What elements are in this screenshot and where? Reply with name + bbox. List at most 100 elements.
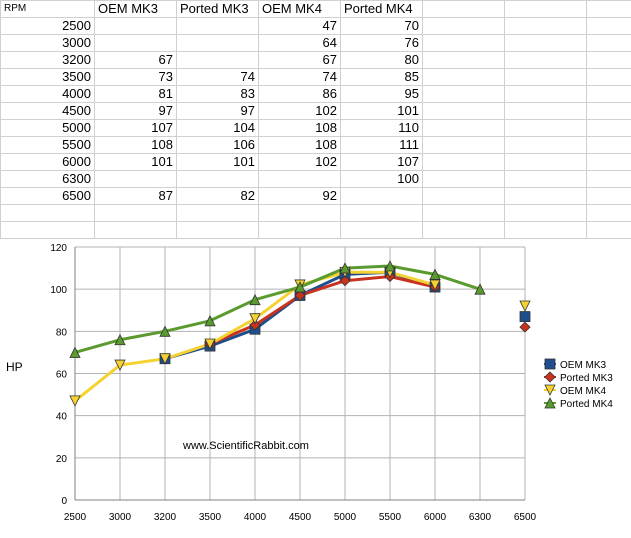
table-cell: 92 xyxy=(258,187,341,205)
empty-cell xyxy=(586,68,631,86)
table-cell: 73 xyxy=(94,68,177,86)
data-point xyxy=(114,359,126,371)
x-tick-label: 4000 xyxy=(244,512,267,523)
empty-cell xyxy=(504,187,587,205)
table-cell: 95 xyxy=(340,85,423,103)
empty-cell xyxy=(586,0,631,18)
table-cell: 67 xyxy=(94,51,177,69)
empty-cell xyxy=(504,68,587,86)
table-cell: 87 xyxy=(94,187,177,205)
table-row: 3200 67 67 80 xyxy=(0,51,631,69)
legend-marker xyxy=(544,384,556,396)
series-line xyxy=(74,264,481,354)
y-tick-label: 100 xyxy=(50,285,67,296)
data-point xyxy=(204,338,216,350)
table-cell: 97 xyxy=(94,102,177,120)
empty-cell xyxy=(504,85,587,103)
table-cell: 110 xyxy=(340,119,423,137)
header-cell: OEM MK3 xyxy=(94,0,177,18)
empty-cell xyxy=(422,136,505,154)
horsepower-chart: 0 20 40 60 80 100 120 2500 3000 3200 3500 4000 4500 5… xyxy=(6,243,613,523)
table-cell: 81 xyxy=(94,85,177,103)
data-point xyxy=(69,346,81,358)
table-cell xyxy=(176,51,259,69)
table-cell xyxy=(340,187,423,205)
empty-cell xyxy=(504,136,587,154)
empty-cell xyxy=(422,17,505,35)
y-tick-label: 60 xyxy=(56,370,68,381)
table-cell xyxy=(176,17,259,35)
axes: 0 20 40 60 80 100 120 2500 3000 3200 3500 4000 4500 5… xyxy=(50,243,536,523)
empty-cell xyxy=(586,187,631,205)
table-cell xyxy=(176,170,259,188)
table-cell xyxy=(258,170,341,188)
header-cell: OEM MK4 xyxy=(258,0,341,18)
empty-cell xyxy=(258,204,341,222)
data-point xyxy=(294,281,306,293)
empty-cell xyxy=(504,170,587,188)
table-row: 5000 107 104 108 110 xyxy=(0,119,631,137)
data-point xyxy=(339,262,351,274)
x-tick-label: 3500 xyxy=(199,512,222,523)
table-cell: 106 xyxy=(176,136,259,154)
table-cell: 108 xyxy=(258,136,341,154)
empty-cell xyxy=(586,153,631,171)
data-point xyxy=(384,260,396,272)
empty-cell xyxy=(504,119,587,137)
table-row: 6300 100 xyxy=(0,170,631,188)
table-cell: 5500 xyxy=(0,136,95,154)
empty-cell xyxy=(422,68,505,86)
legend-label: OEM MK4 xyxy=(560,386,607,397)
y-tick-label: 80 xyxy=(56,327,68,338)
data-point xyxy=(159,325,171,337)
empty-cell xyxy=(422,51,505,69)
chart-annotation: www.ScientificRabbit.com xyxy=(182,440,309,452)
data-point xyxy=(249,319,261,331)
data-point xyxy=(519,321,531,333)
table-row: 6000 101 101 102 107 xyxy=(0,153,631,171)
empty-cell xyxy=(504,51,587,69)
table-cell: 6000 xyxy=(0,153,95,171)
empty-cell xyxy=(340,204,423,222)
empty-cell xyxy=(586,51,631,69)
empty-cell xyxy=(504,204,587,222)
table-cell xyxy=(94,170,177,188)
table-cell: 86 xyxy=(258,85,341,103)
table-cell: 6500 xyxy=(0,187,95,205)
empty-cell xyxy=(586,102,631,120)
table-cell: 4500 xyxy=(0,102,95,120)
empty-cell xyxy=(586,136,631,154)
table-cell xyxy=(94,17,177,35)
table-cell: 107 xyxy=(94,119,177,137)
y-tick-label: 40 xyxy=(56,412,68,423)
table-cell: 108 xyxy=(258,119,341,137)
empty-cell xyxy=(586,119,631,137)
table-cell: 97 xyxy=(176,102,259,120)
y-tick-label: 20 xyxy=(56,454,68,465)
data-point xyxy=(294,289,306,302)
header-cell: RPM xyxy=(0,0,95,18)
data-point xyxy=(429,279,441,291)
table-cell: 102 xyxy=(258,153,341,171)
table-cell: 101 xyxy=(176,153,259,171)
empty-row xyxy=(0,221,631,239)
empty-cell xyxy=(504,0,587,18)
table-row: 5500 108 106 108 111 xyxy=(0,136,631,154)
x-tick-label: 6000 xyxy=(424,512,447,523)
legend: OEM MK3 Ported MK3 OEM MK4 Ported MK4 xyxy=(544,358,613,410)
x-tick-label: 4500 xyxy=(289,512,312,523)
table-cell xyxy=(176,34,259,52)
data-point xyxy=(474,283,486,295)
table-cell: 82 xyxy=(176,187,259,205)
data-point xyxy=(339,275,351,287)
data-table: RPM OEM MK3 Ported MK3 OEM MK4 Ported MK4 250… xyxy=(0,0,631,239)
empty-cell xyxy=(504,102,587,120)
y-axis-label: HP xyxy=(6,360,23,374)
x-tick-label: 2500 xyxy=(64,512,87,523)
empty-cell xyxy=(422,34,505,52)
empty-cell xyxy=(422,153,505,171)
table-cell: 85 xyxy=(340,68,423,86)
table-row: 3500 73 74 74 85 xyxy=(0,68,631,86)
empty-cell xyxy=(422,85,505,103)
table-cell: 101 xyxy=(340,102,423,120)
